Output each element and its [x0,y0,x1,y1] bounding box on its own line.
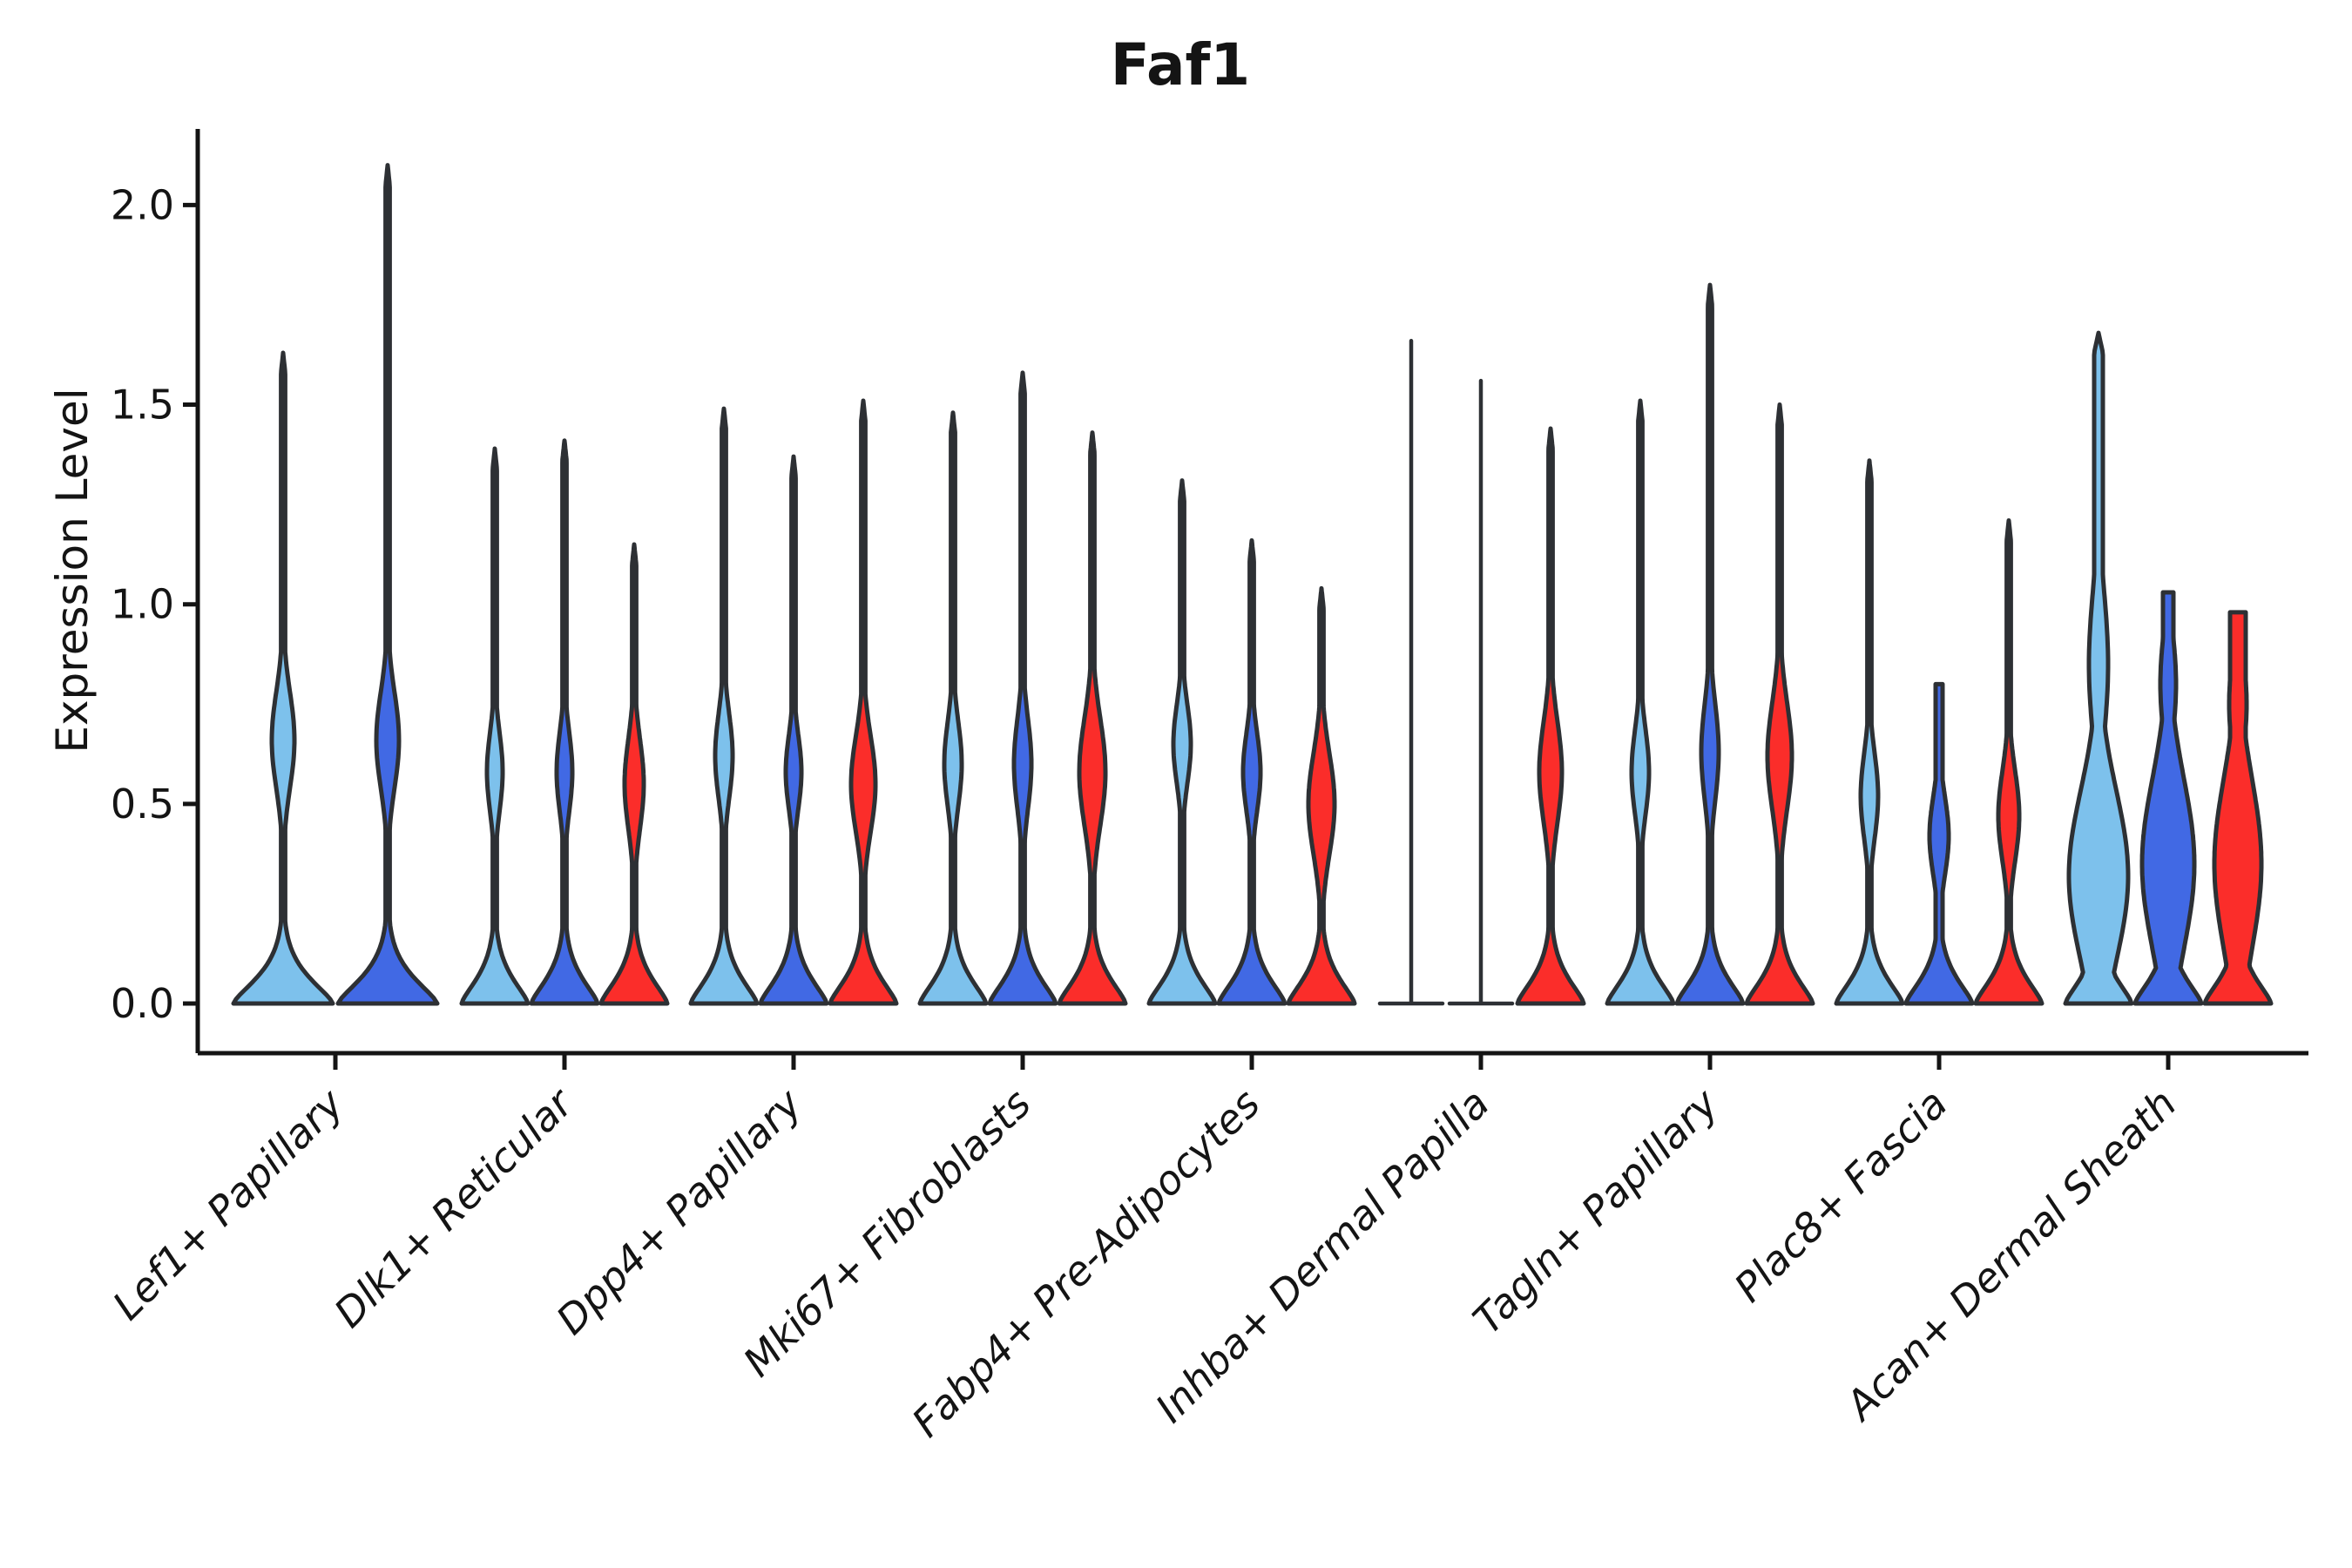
x-tick-label: Dpp4+ Papillary [547,1079,811,1343]
y-tick-label: 1.5 [111,382,174,429]
plot-title: Faf1 [1111,31,1250,98]
violin-royalblue [987,370,1058,1006]
violin-group-layer [231,163,2274,1006]
violin-skyblue [231,350,335,1006]
violin-skyblue [459,446,531,1006]
x-tick-label: Plac8+ Fascia [1725,1080,1956,1311]
violin-skyblue [917,410,989,1006]
violin-royalblue [2132,590,2204,1006]
violin-red [2202,610,2274,1006]
violin-royalblue [335,163,440,1006]
violin-red [1744,402,1815,1006]
violin-royalblue [1903,681,1975,1006]
x-tick-label: Tagln+ Papillary [1463,1079,1727,1343]
x-tick-label: Dlk1+ Reticular [325,1078,584,1336]
y-tick-label: 1.0 [111,581,174,628]
x-tick-label: Lef1+ Papillary [104,1079,353,1328]
violin-royalblue [1216,537,1288,1006]
y-tick-labels: 0.0 0.5 1.0 1.5 2.0 [111,181,174,1027]
violin-red [1057,430,1128,1006]
y-tick-label: 2.0 [111,181,174,228]
violin-skyblue-hairline [1377,338,1445,1006]
y-tick-label: 0.5 [111,781,174,828]
violin-skyblue [1146,478,1218,1006]
violin-skyblue [2063,330,2134,1006]
violin-red [598,542,670,1006]
violin-royalblue-hairline [1447,378,1515,1006]
violin-skyblue [1834,458,1905,1006]
violin-red [1286,585,1357,1006]
y-axis-label: Expression Level [47,388,98,753]
violin-skyblue [1605,398,1676,1006]
violin-red [1515,426,1586,1006]
y-tick-label: 0.0 [111,980,174,1027]
axes-layer [183,129,2308,1070]
violin-skyblue [688,406,760,1006]
violin-royalblue [529,438,600,1006]
violin-royalblue [1674,282,1746,1006]
violin-red [828,398,899,1006]
violin-royalblue [758,454,829,1006]
violin-red [1973,518,2044,1006]
